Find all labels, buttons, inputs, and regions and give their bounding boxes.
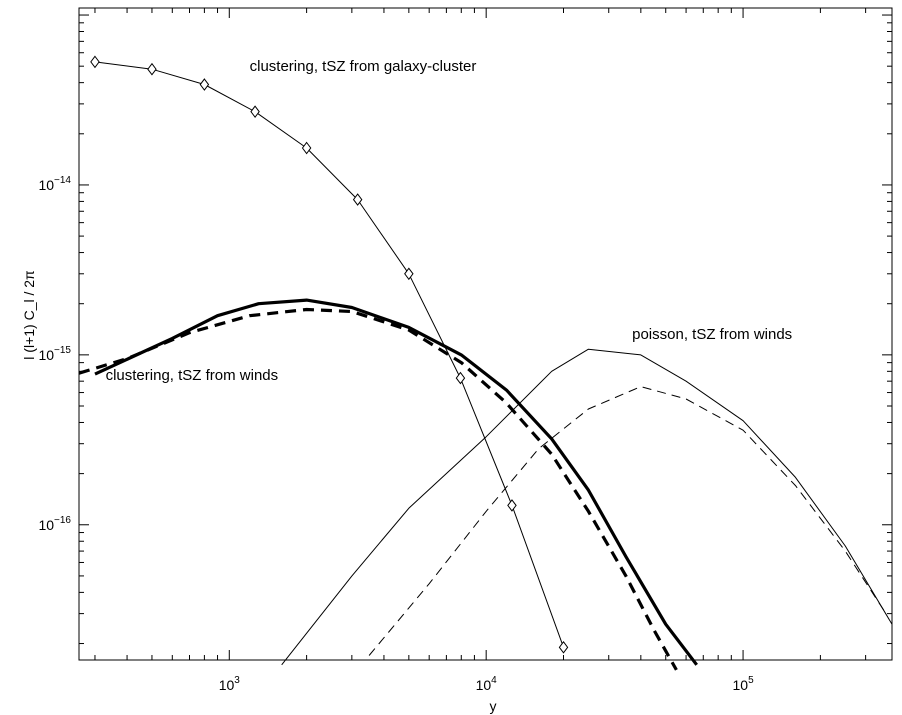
data-point-diamond [558,640,569,654]
series-3-line [78,307,678,671]
y-tick-label: 10−14 [38,175,71,193]
x-tick-label: 104 [476,675,498,693]
annotation-label: clustering, tSZ from winds [106,367,279,384]
data-point-diamond [455,371,466,385]
data-point-diamond [352,193,363,206]
series-2-line [94,298,698,666]
series-1-line [94,61,564,648]
y-axis-label: l (l+1) C_l / 2π [21,270,37,360]
series-group [78,61,893,671]
data-point-diamond [90,55,100,69]
y-tick-label: 10−16 [38,515,71,533]
series-4-line [281,348,893,666]
data-point-diamond [147,62,157,76]
tick-marks [79,8,892,660]
plot-frame [78,7,893,661]
marker-group [90,55,569,654]
x-tick-label: 103 [219,675,241,693]
y-tick-label: 10−15 [38,345,71,363]
annotations: clustering, tSZ from galaxy-cluster clust… [106,58,793,384]
annotation-label: poisson, tSZ from winds [632,326,792,343]
x-tick-label: 105 [732,675,754,693]
series-5-line [368,386,887,656]
x-axis-label: y [490,698,497,714]
tick-labels: 103 104 105 10−14 10−15 10−16 [38,175,754,693]
data-point-diamond [507,499,517,512]
data-point-diamond [301,141,312,155]
data-point-diamond [404,267,414,281]
data-point-diamond [199,78,210,91]
annotation-label: clustering, tSZ from galaxy-cluster [250,58,477,75]
data-point-diamond [250,105,260,118]
